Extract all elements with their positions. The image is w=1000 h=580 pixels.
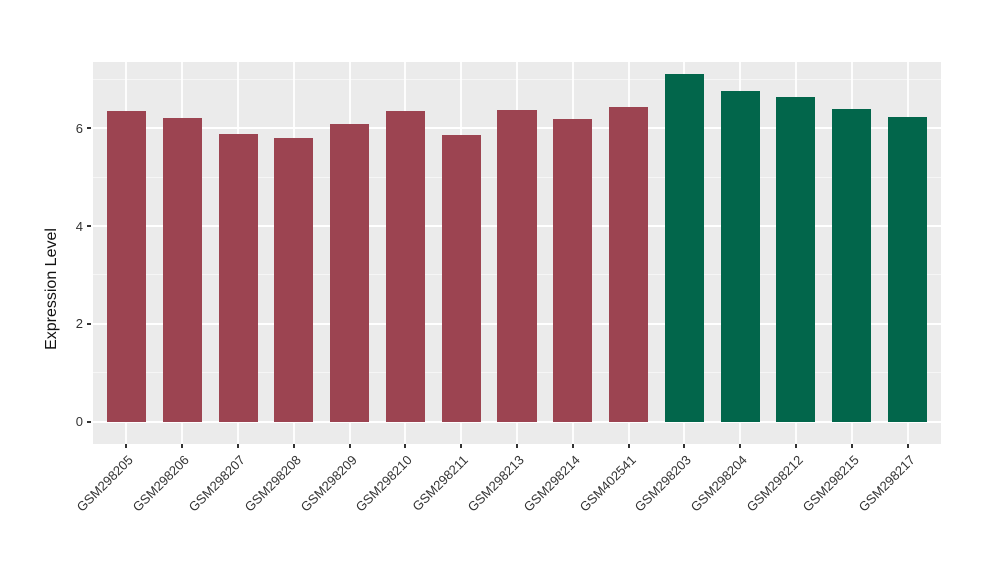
- x-tick-mark: [683, 444, 686, 448]
- x-tick-mark: [627, 444, 630, 448]
- y-tick-label: 0: [75, 414, 83, 430]
- bar: [776, 97, 816, 422]
- x-tick-mark: [125, 444, 128, 448]
- x-tick-mark: [850, 444, 853, 448]
- bar: [553, 119, 593, 422]
- y-tick-label: 6: [75, 120, 83, 136]
- x-tick-mark: [906, 444, 909, 448]
- y-tick-label: 4: [75, 218, 83, 234]
- x-tick-mark: [516, 444, 518, 448]
- y-tick-mark: [87, 127, 91, 130]
- bar: [106, 110, 146, 422]
- bar: [330, 124, 370, 422]
- y-tick-mark: [87, 225, 91, 228]
- bar: [441, 135, 481, 422]
- bar: [609, 107, 649, 422]
- x-tick-mark: [292, 444, 295, 448]
- x-tick-mark: [404, 444, 407, 448]
- y-axis-title: Expression Level: [43, 228, 60, 350]
- x-tick-label: GSM298205: [74, 452, 137, 515]
- bar: [218, 134, 258, 422]
- bar: [720, 91, 760, 422]
- x-tick-mark: [739, 444, 742, 448]
- x-tick-mark: [460, 444, 463, 448]
- x-tick-mark: [571, 444, 574, 448]
- x-tick-mark: [181, 444, 184, 448]
- bar: [888, 117, 928, 422]
- plot-panel: [93, 62, 941, 444]
- bar: [385, 111, 425, 422]
- x-tick-mark: [348, 444, 351, 448]
- bar: [162, 118, 202, 422]
- bar: [274, 138, 314, 422]
- x-tick-mark: [794, 444, 797, 448]
- bar: [497, 109, 537, 422]
- y-tick-mark: [87, 322, 91, 325]
- bar: [832, 108, 872, 422]
- x-tick-mark: [237, 444, 240, 448]
- y-tick-mark: [87, 420, 91, 423]
- y-tick-label: 2: [75, 316, 83, 332]
- bar: [664, 74, 704, 422]
